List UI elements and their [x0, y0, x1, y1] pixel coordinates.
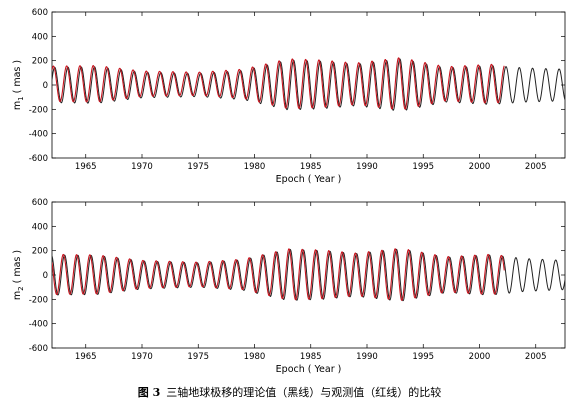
x-tick-label: 1980 — [244, 162, 266, 172]
x-axis-title: Epoch ( Year ) — [276, 174, 342, 185]
plot-frame — [51, 201, 566, 349]
polar-motion-figure: -600 -400 -200 0 200 400 600 1965 1970 1975 1980 19… — [12, 8, 566, 375]
y-axis-title: m1 ( mas ) — [12, 60, 25, 110]
y-tick-label: 0 — [43, 271, 48, 281]
x-tick-label: 1975 — [187, 162, 209, 172]
x-tick-label: 1965 — [75, 162, 97, 172]
x-tick-label: 2005 — [525, 162, 547, 172]
y-tick-label: 0 — [43, 81, 48, 91]
y-tick-label: 200 — [32, 57, 48, 67]
x-tick-label: 2000 — [469, 162, 491, 172]
series-line-theoretical — [52, 248, 565, 302]
y-tick-label: 600 — [32, 198, 48, 208]
x-tick-label: 1995 — [412, 352, 434, 362]
y-tick-label: 400 — [32, 222, 48, 232]
series-line-observed — [52, 57, 505, 110]
y-tick-label: -200 — [29, 295, 48, 305]
x-tick-label: 1985 — [300, 162, 322, 172]
x-tick-label: 1970 — [131, 352, 153, 362]
x-tick-label: 1975 — [187, 352, 209, 362]
y-tick-label: 600 — [32, 8, 48, 18]
chart-m1: -600 -400 -200 0 200 400 600 1965 1970 1975 1980 19… — [12, 8, 566, 185]
x-tick-label: 1990 — [356, 162, 378, 172]
y-tick-label: 400 — [32, 32, 48, 42]
x-tick-label: 1985 — [300, 352, 322, 362]
y-tick-label: -400 — [29, 320, 48, 330]
x-tick-label: 2005 — [525, 352, 547, 362]
caption-text: 三轴地球极移的理论值（黑线）与观测值（红线）的比较 — [166, 386, 442, 399]
y-axis-title: m2 ( mas ) — [12, 250, 25, 300]
figure-number: 图 3 — [137, 386, 161, 399]
y-tick-label: -200 — [29, 105, 48, 115]
y-tick-label: 200 — [32, 247, 48, 257]
x-tick-label: 1970 — [131, 162, 153, 172]
x-tick-label: 1995 — [412, 162, 434, 172]
x-axis-title: Epoch ( Year ) — [276, 364, 342, 375]
y-tick-label: -400 — [29, 130, 48, 140]
x-tick-label: 1980 — [244, 352, 266, 362]
x-tick-label: 1965 — [75, 352, 97, 362]
figure-caption: 图 3 三轴地球极移的理论值（黑线）与观测值（红线）的比较 — [0, 384, 579, 400]
series-line-observed — [52, 248, 505, 301]
y-tick-label: -600 — [29, 344, 48, 354]
x-tick-label: 2000 — [469, 352, 491, 362]
x-tick-label: 1990 — [356, 352, 378, 362]
y-tick-label: -600 — [29, 154, 48, 164]
chart-m2: -600 -400 -200 0 200 400 600 1965 1970 1975 1980 19… — [12, 198, 566, 375]
